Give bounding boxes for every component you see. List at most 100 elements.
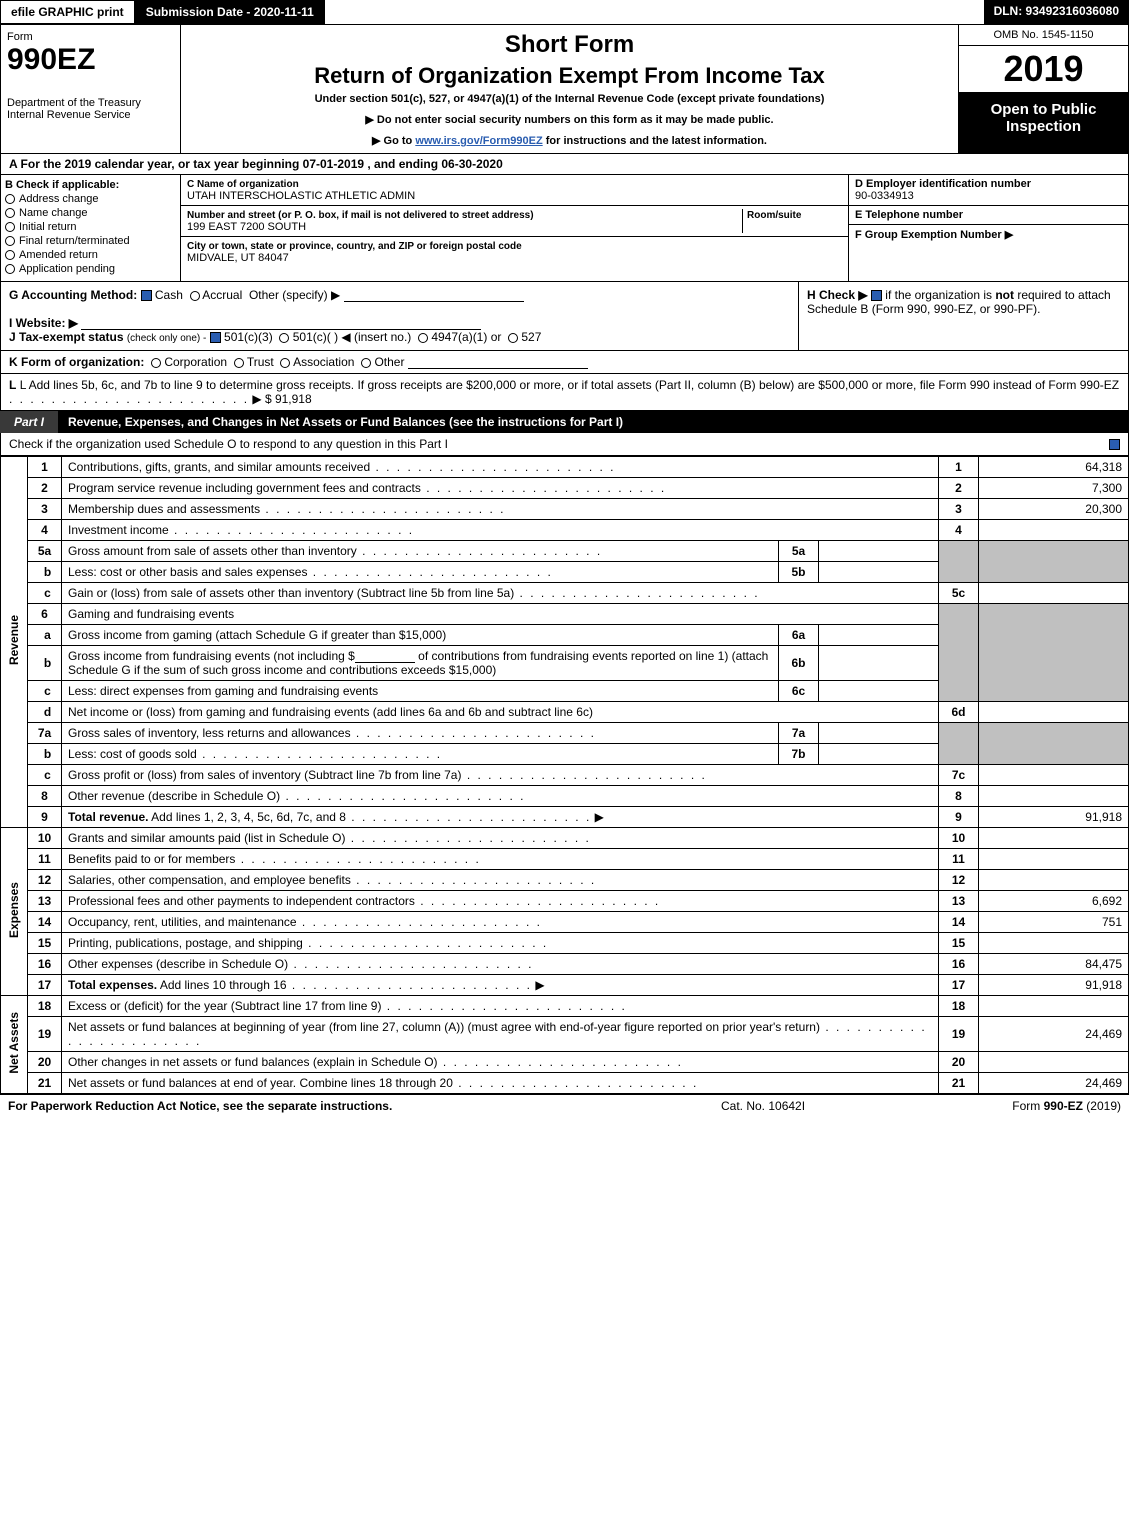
revenue-vert-label: Revenue [1,457,28,828]
l-text: L Add lines 5b, 6c, and 7b to line 9 to … [20,378,1119,392]
line-6b-label: Gross income from fundraising events (no… [62,646,779,681]
chk-other-org[interactable] [361,358,371,368]
line-3-val: 20,300 [979,499,1129,520]
chk-527[interactable] [508,333,518,343]
other-org-input[interactable] [408,355,588,369]
row-gh: G Accounting Method: Cash Accrual Other … [0,282,1129,351]
chk-amended-return[interactable]: Amended return [5,249,176,261]
chk-address-change[interactable]: Address change [5,193,176,205]
row-a-tax-year: A For the 2019 calendar year, or tax yea… [0,154,1129,175]
chk-accrual[interactable] [190,291,200,301]
chk-cash[interactable] [141,290,152,301]
street-cell: Number and street (or P. O. box, if mail… [181,206,848,237]
section-de: D Employer identification number 90-0334… [848,175,1128,281]
other-specify-input[interactable] [344,288,524,302]
row-k: K Form of organization: Corporation Trus… [0,351,1129,374]
website-label: I Website: ▶ [9,316,78,330]
line-8-val [979,786,1129,807]
efile-print-button[interactable]: efile GRAPHIC print [0,0,135,24]
irs-link[interactable]: www.irs.gov/Form990EZ [415,135,542,147]
line-6d-label: Net income or (loss) from gaming and fun… [62,702,939,723]
line-6a-label: Gross income from gaming (attach Schedul… [62,625,779,646]
tax-exempt-note: (check only one) - [127,333,206,344]
line-11-val [979,849,1129,870]
note-goto-post: for instructions and the latest informat… [543,135,767,147]
chk-schedule-o[interactable] [1109,439,1120,450]
netassets-vert-label: Net Assets [1,996,28,1094]
line-2-label: Program service revenue including govern… [62,478,939,499]
chk-initial-return[interactable]: Initial return [5,221,176,233]
section-bcdef: B Check if applicable: Address change Na… [0,175,1129,282]
line-3-label: Membership dues and assessments [62,499,939,520]
website-input[interactable] [81,316,481,330]
line-9-label: Total revenue. Add lines 1, 2, 3, 4, 5c,… [62,807,939,828]
submission-date-button[interactable]: Submission Date - 2020-11-11 [135,0,325,24]
line-18-label: Excess or (deficit) for the year (Subtra… [62,996,939,1017]
chk-application-pending[interactable]: Application pending [5,263,176,275]
note-goto: ▶ Go to www.irs.gov/Form990EZ for instru… [191,134,948,147]
line-5c-val [979,583,1129,604]
topbar-spacer [325,0,984,24]
city-value: MIDVALE, UT 84047 [187,252,289,264]
accounting-label: G Accounting Method: [9,288,137,302]
line-16-label: Other expenses (describe in Schedule O) [62,954,939,975]
line-1-rnum: 1 [939,457,979,478]
line-17-label: Total expenses. Add lines 10 through 16 … [62,975,939,996]
line-6b-mid [819,646,939,681]
chk-4947[interactable] [418,333,428,343]
footer-mid: Cat. No. 10642I [721,1099,921,1113]
note-goto-pre: ▶ Go to [372,135,415,147]
line-5a-mid [819,541,939,562]
row-g: G Accounting Method: Cash Accrual Other … [1,282,798,350]
line-6d-val [979,702,1129,723]
other-label: Other (specify) ▶ [249,288,340,302]
line-18-val [979,996,1129,1017]
line-21-val: 24,469 [979,1073,1129,1094]
room-label: Room/suite [747,210,801,221]
chk-trust[interactable] [234,358,244,368]
line-15-val [979,933,1129,954]
chk-501c[interactable] [279,333,289,343]
line-20-label: Other changes in net assets or fund bala… [62,1052,939,1073]
line-10-label: Grants and similar amounts paid (list in… [62,828,939,849]
chk-name-change[interactable]: Name change [5,207,176,219]
group-exemption-label: F Group Exemption Number ▶ [855,229,1013,241]
row-l: L L Add lines 5b, 6c, and 7b to line 9 t… [0,374,1129,411]
chk-assoc[interactable] [280,358,290,368]
chk-501c3[interactable] [210,332,221,343]
telephone-cell: E Telephone number [849,206,1128,225]
cash-label: Cash [155,288,183,302]
group-exemption-cell: F Group Exemption Number ▶ [849,225,1128,244]
chk-final-return[interactable]: Final return/terminated [5,235,176,247]
part1-check-row: Check if the organization used Schedule … [0,433,1129,456]
line-7a-label: Gross sales of inventory, less returns a… [62,723,779,744]
omb-number: OMB No. 1545-1150 [959,25,1128,46]
line-6c-mid [819,681,939,702]
note-no-ssn: ▶ Do not enter social security numbers o… [191,113,948,126]
subtitle: Under section 501(c), 527, or 4947(a)(1)… [191,93,948,105]
chk-corp[interactable] [151,358,161,368]
line-4-label: Investment income [62,520,939,541]
line-10-val [979,828,1129,849]
expenses-vert-label: Expenses [1,828,28,996]
top-bar: efile GRAPHIC print Submission Date - 20… [0,0,1129,24]
chk-h[interactable] [871,290,882,301]
line-2-val: 7,300 [979,478,1129,499]
line-5b-label: Less: cost or other basis and sales expe… [62,562,779,583]
line-1-num: 1 [28,457,62,478]
org-name-label: C Name of organization [187,179,299,190]
row-h: H Check ▶ if the organization is not req… [798,282,1128,350]
line-7c-val [979,765,1129,786]
line-7a-mid [819,723,939,744]
line-6a-mid [819,625,939,646]
h-label: H Check ▶ [807,288,868,302]
line-19-val: 24,469 [979,1017,1129,1052]
form-number: 990EZ [7,43,174,77]
ein-value: 90-0334913 [855,190,914,202]
line-1-label: Contributions, gifts, grants, and simila… [62,457,939,478]
h-not: not [995,288,1014,302]
line-8-label: Other revenue (describe in Schedule O) [62,786,939,807]
line-4-val [979,520,1129,541]
ein-cell: D Employer identification number 90-0334… [849,175,1128,206]
form-label: Form [7,31,174,43]
